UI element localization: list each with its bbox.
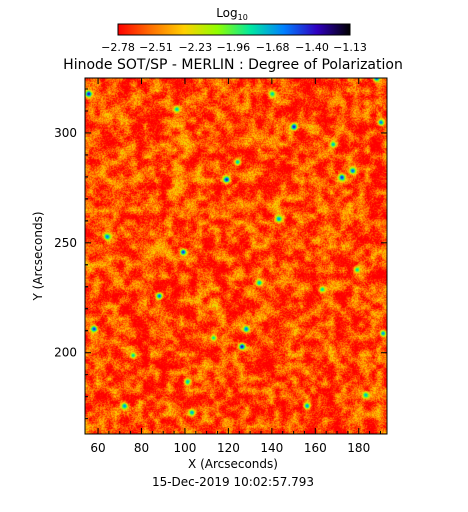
chart-title: Hinode SOT/SP - MERLIN : Degree of Polar… bbox=[63, 57, 403, 73]
y-tick-label: 300 bbox=[54, 126, 77, 140]
plot-frame bbox=[84, 77, 388, 435]
colorbar-tick-label: −2.78 bbox=[101, 41, 135, 54]
y-axis-ticks: 200 250 300 bbox=[54, 88, 387, 420]
colorbar-tick-label: −2.23 bbox=[178, 41, 212, 54]
x-tick-label: 180 bbox=[347, 441, 370, 455]
y-tick-label: 250 bbox=[54, 236, 77, 250]
x-axis-label: X (Arcseconds) bbox=[188, 457, 278, 471]
colorbar-tick-labels: −2.78 −2.51 −2.23 −1.96 −1.68 −1.40 −1.13 bbox=[101, 41, 367, 54]
colorbar-tick-label: −1.96 bbox=[216, 41, 250, 54]
colorbar bbox=[117, 23, 351, 36]
x-tick-label: 140 bbox=[260, 441, 283, 455]
heatmap-image bbox=[85, 78, 387, 434]
colorbar-tick-label: −1.13 bbox=[333, 41, 367, 54]
x-tick-label: 120 bbox=[217, 441, 240, 455]
y-axis-label: Y (Arcseconds) bbox=[31, 211, 45, 301]
y-tick-label: 200 bbox=[54, 346, 77, 360]
observation-timestamp: 15-Dec-2019 10:02:57.793 bbox=[152, 475, 314, 489]
colorbar-label: Log10 bbox=[216, 6, 248, 22]
colorbar-tick-label: −1.68 bbox=[256, 41, 290, 54]
x-tick-label: 60 bbox=[90, 441, 105, 455]
x-tick-label: 100 bbox=[173, 441, 196, 455]
colorbar-label-base: Log bbox=[216, 6, 237, 20]
colorbar-tick-label: −2.51 bbox=[139, 41, 173, 54]
colorbar-tick-label: −1.40 bbox=[295, 41, 329, 54]
x-tick-label: 160 bbox=[304, 441, 327, 455]
x-axis-ticks: 60 80 100 120 140 160 180 bbox=[90, 78, 381, 455]
colorbar-label-sub: 10 bbox=[238, 13, 248, 22]
x-tick-label: 80 bbox=[134, 441, 149, 455]
